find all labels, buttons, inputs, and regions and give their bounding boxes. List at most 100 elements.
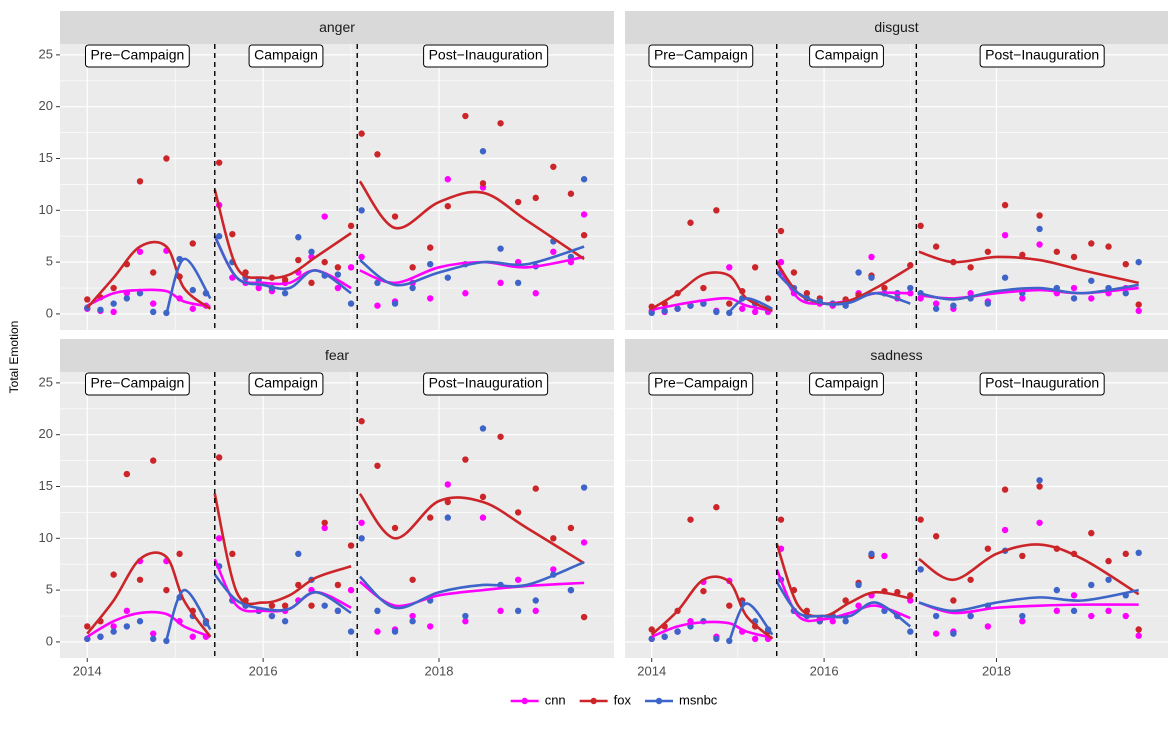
data-point [751,308,759,316]
data-point [189,240,196,247]
data-point [984,623,992,630]
data-point [917,222,924,230]
data-point [444,202,451,210]
phase-label-text: Post−Inauguration [985,47,1099,63]
data-point [1001,231,1009,239]
y-tick-label: 0 [46,633,53,648]
data-point [497,279,504,287]
data-point [374,607,381,615]
data-point [1019,552,1026,560]
data-point [726,264,733,271]
data-point [1001,274,1009,281]
data-point [1135,549,1142,557]
data-point [374,151,381,158]
phase-label-box [423,44,549,68]
legend-label: cnn [545,692,566,707]
data-point [321,258,328,266]
data-point [374,302,381,309]
data-point [281,618,289,625]
facet-strip [625,339,1168,372]
data-point [687,302,694,309]
data-point [932,243,940,250]
phase-label: Campaign [809,44,884,68]
data-point [803,290,811,297]
y-tick-label: 10 [39,202,53,217]
data-point [136,248,144,255]
data-point [726,300,733,307]
data-point [150,269,157,276]
phase-label-text: Pre−Campaign [654,47,748,63]
data-point [295,581,302,589]
data-point [580,176,588,183]
data-point [932,612,940,620]
data-point [1070,284,1078,292]
data-point [950,630,957,637]
data-point [281,602,289,609]
data-point [674,628,681,635]
phase-label-text: Campaign [254,375,318,391]
data-point [444,176,451,183]
data-point [308,279,315,287]
data-point [255,284,262,292]
phase-label: Pre−Campaign [648,44,754,68]
data-point [444,481,451,488]
phase-label-text: Post−Inauguration [429,375,543,391]
data-point [700,587,707,595]
data-point [1088,277,1095,284]
data-point [1088,581,1095,589]
phase-label-text: Pre−Campaign [90,47,184,63]
data-point [1135,301,1142,308]
smooth-line [165,235,585,315]
data-point [687,516,694,523]
panel-background [60,372,614,658]
facet-title: disgust [874,19,918,35]
data-point [532,597,539,604]
y-tick-label: 0 [46,305,53,320]
data-point [479,425,487,432]
data-point [1036,477,1043,484]
data-point [514,509,522,516]
phase-label-box [84,372,190,396]
data-point [374,628,381,635]
data-point [123,623,131,630]
data-point [514,198,522,206]
data-point [462,612,469,620]
data-point [1001,526,1009,534]
data-point [829,618,836,625]
data-point [409,618,416,625]
phase-label: Campaign [248,372,324,396]
data-point [532,607,539,615]
phase-label-text: Pre−Campaign [654,375,748,391]
phase-label-box [809,44,884,68]
data-point [427,514,434,521]
data-point [123,607,131,615]
data-point [1036,483,1043,490]
facet-title: fear [325,347,349,363]
phase-label-box [248,372,324,396]
data-point [110,623,117,630]
data-point [967,612,974,620]
legend-label: msnbc [679,692,718,707]
data-point [110,628,117,635]
smooth-line [86,180,585,310]
data-point [321,519,328,526]
data-point [110,308,117,316]
data-point [163,586,170,594]
data-point [150,308,157,316]
data-point [84,296,91,303]
data-point [932,300,940,307]
data-point [136,178,144,185]
data-point [1019,295,1026,302]
data-point [1036,241,1043,248]
data-point [1135,258,1142,266]
data-point [514,279,522,287]
data-point [391,524,399,532]
data-point [967,290,974,297]
data-point [358,519,365,526]
data-point [868,274,875,281]
data-point [497,245,504,252]
data-point [842,618,849,625]
data-point [1070,607,1078,615]
data-point [1088,529,1095,537]
